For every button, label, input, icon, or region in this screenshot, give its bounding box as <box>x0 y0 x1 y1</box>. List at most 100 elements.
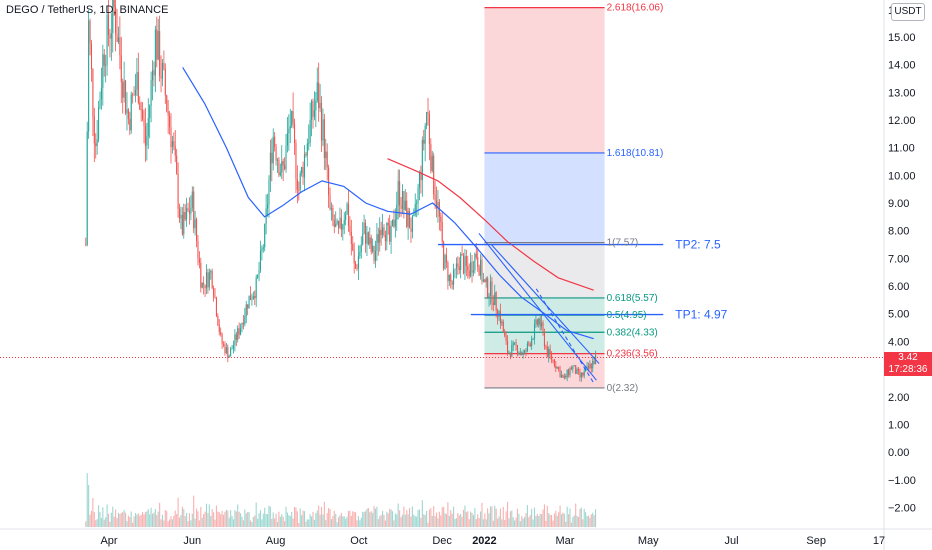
volume-bar <box>440 515 442 527</box>
candle-body <box>377 234 379 243</box>
volume-bar <box>93 512 95 527</box>
candle-body <box>455 263 457 269</box>
candle-body <box>315 100 317 111</box>
candle-body <box>360 244 362 253</box>
volume-bar <box>123 510 125 527</box>
volume-bar <box>237 504 239 527</box>
volume-bar <box>435 512 438 527</box>
volume-bar <box>403 506 405 527</box>
candle-body <box>332 208 334 220</box>
candle-body <box>86 131 88 245</box>
candle-body <box>440 216 442 223</box>
candle-body <box>116 33 118 42</box>
volume-bar <box>369 512 371 527</box>
volume-bar <box>116 517 118 527</box>
volume-bar <box>292 518 294 527</box>
candle-body <box>471 261 473 273</box>
volume-bar <box>428 509 430 527</box>
candle-body <box>352 243 354 251</box>
volume-bar <box>184 516 186 527</box>
volume-bar <box>210 516 212 527</box>
candle-body <box>508 352 510 354</box>
candle-body <box>220 332 222 335</box>
volume-bar <box>551 514 553 527</box>
volume-bar <box>532 519 534 527</box>
candle-body <box>130 94 132 131</box>
volume-bar <box>227 510 229 527</box>
candle-body <box>457 263 459 267</box>
volume-bar <box>437 518 439 527</box>
candle-body <box>417 187 419 204</box>
x-tick-label: 17 <box>873 535 885 547</box>
candle-body <box>401 191 404 209</box>
volume-bar <box>136 514 138 527</box>
candle-body <box>524 350 526 353</box>
x-tick-label: Dec <box>432 535 452 547</box>
candle-body <box>548 349 550 357</box>
candle-body <box>312 100 314 117</box>
volume-bar <box>282 516 284 527</box>
volume-bar <box>480 511 482 527</box>
volume-bar <box>275 513 277 527</box>
candle-body <box>231 348 233 350</box>
candle-body <box>278 159 280 176</box>
x-tick-label: Aug <box>266 535 286 547</box>
candle-body <box>370 237 372 252</box>
volume-bar <box>301 515 303 527</box>
currency-unit-badge[interactable]: USDT <box>891 3 925 21</box>
volume-bar <box>132 522 134 527</box>
volume-bar <box>506 501 509 527</box>
volume-bar <box>153 512 155 527</box>
candle-body <box>329 195 331 210</box>
candle-body <box>197 241 199 259</box>
volume-bar <box>468 519 470 527</box>
volume-bar <box>366 508 368 527</box>
candle-body <box>241 322 243 329</box>
volume-bar <box>151 513 154 527</box>
candle-body <box>453 269 455 285</box>
volume-bar <box>306 519 308 527</box>
candle-body <box>430 144 432 171</box>
bar-countdown: 17:28:36 <box>888 364 928 375</box>
candle-body <box>134 90 137 96</box>
volume-bar <box>495 508 497 527</box>
candle-body <box>458 266 460 271</box>
candle-body <box>293 123 296 144</box>
volume-bar <box>346 516 348 527</box>
candle-body <box>374 250 377 261</box>
candle-body <box>230 348 232 357</box>
volume-bar <box>221 510 223 527</box>
volume-bar <box>139 515 141 527</box>
volume-bar <box>431 515 433 527</box>
volume-bar <box>450 509 452 527</box>
candle-body <box>481 259 483 282</box>
candle-body <box>380 229 382 236</box>
candle-body <box>188 210 191 214</box>
candle-body <box>289 126 291 129</box>
candle-body <box>225 347 227 354</box>
candle-body <box>491 281 493 303</box>
volume-bar <box>85 521 87 527</box>
candle-body <box>580 373 582 378</box>
candle-body <box>218 325 220 333</box>
volume-bar <box>541 514 543 527</box>
volume-bar <box>318 505 320 527</box>
candle-body <box>160 76 162 79</box>
candle-body <box>536 319 538 325</box>
candle-body <box>149 105 151 118</box>
volume-bar <box>288 515 290 527</box>
y-tick-label: 8.00 <box>888 226 909 238</box>
volume-bar <box>130 511 132 527</box>
candle-body <box>109 34 111 39</box>
volume-bar <box>568 514 570 527</box>
candle-body <box>421 139 423 181</box>
candle-body <box>480 259 482 276</box>
candle-body <box>356 268 358 269</box>
volume-bar <box>383 514 385 527</box>
volume-bar <box>455 518 457 527</box>
candle-body <box>407 210 409 227</box>
candle-body <box>366 232 368 244</box>
volume-bar <box>512 517 514 527</box>
candle-body <box>462 255 465 274</box>
